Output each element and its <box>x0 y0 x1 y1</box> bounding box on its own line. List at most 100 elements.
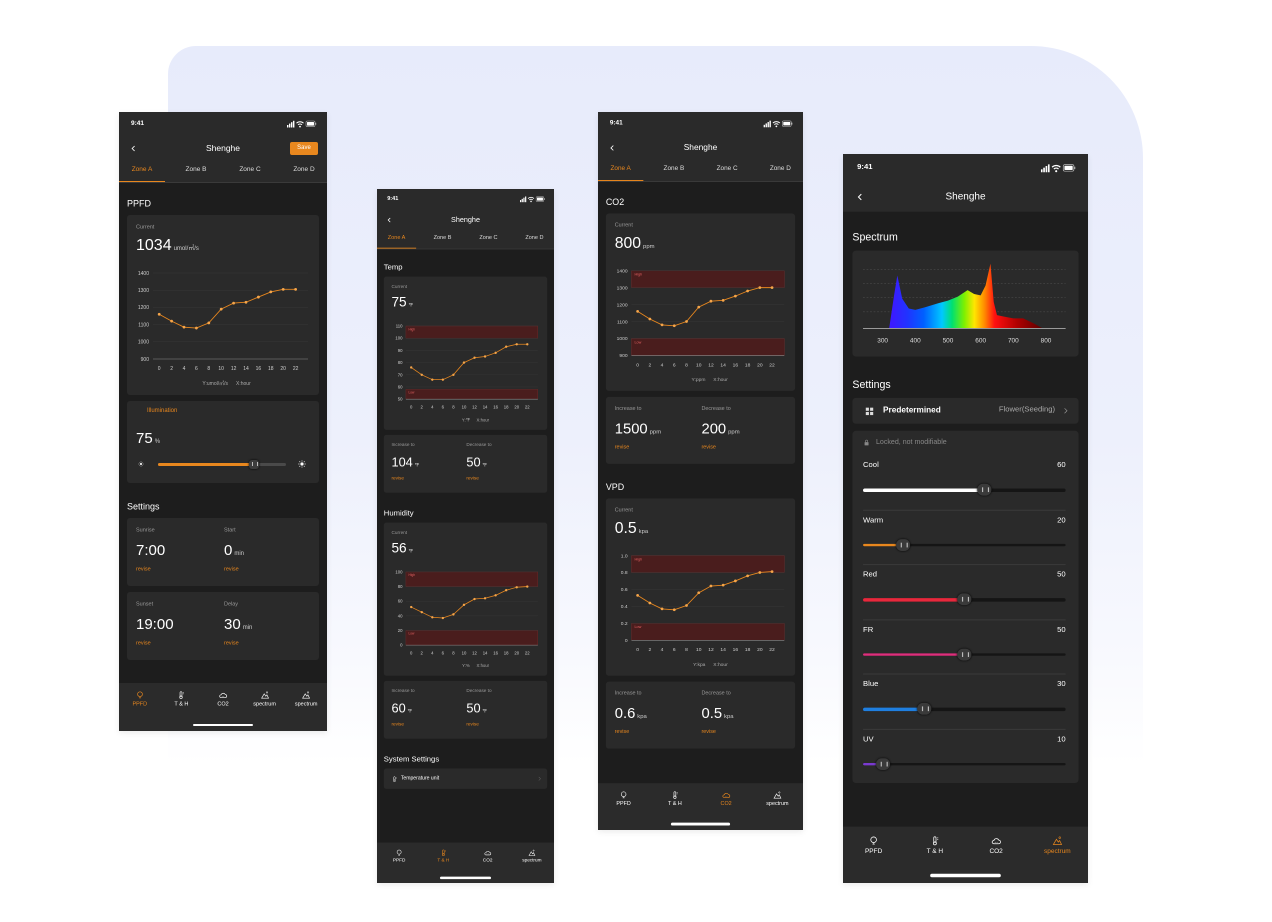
nav-label[interactable]: spectrum <box>766 800 789 807</box>
slider-thumb[interactable] <box>876 757 891 770</box>
back-button[interactable] <box>130 145 137 152</box>
nav-label[interactable]: PPFD <box>392 857 406 863</box>
y-axis-label: Y:% <box>462 663 470 668</box>
revise-link[interactable]: revise <box>224 566 239 573</box>
nav-icon[interactable] <box>440 849 447 856</box>
icon-part <box>996 841 998 843</box>
zone-tab[interactable]: Zone C <box>479 234 498 241</box>
zone-tab[interactable]: Zone D <box>769 164 791 172</box>
nav-icon[interactable] <box>930 836 939 846</box>
slider-thumb[interactable] <box>977 484 992 496</box>
save-button[interactable]: Save <box>290 141 318 155</box>
x-tick-label: 18 <box>268 366 274 372</box>
icon-part <box>303 465 305 467</box>
slider-thumb[interactable] <box>916 703 931 715</box>
zone-tab[interactable]: Zone D <box>525 234 544 241</box>
nav-icon[interactable] <box>991 836 1001 845</box>
nav-label[interactable]: T & H <box>437 857 450 863</box>
revise-link[interactable]: revise <box>614 444 630 451</box>
data-point <box>195 326 198 330</box>
revise-link[interactable]: revise <box>391 721 404 728</box>
nav-icon[interactable] <box>177 691 185 699</box>
nav-label[interactable]: spectrum <box>1044 847 1071 856</box>
nav-icon[interactable] <box>302 691 311 699</box>
nav-label[interactable]: spectrum <box>294 701 318 708</box>
nav-label[interactable]: spectrum <box>522 857 542 863</box>
limit-band <box>631 555 785 573</box>
slider-thumb[interactable] <box>957 593 972 606</box>
revise-link[interactable]: revise <box>614 729 630 736</box>
back-button[interactable] <box>386 217 392 223</box>
slider-thumb[interactable] <box>957 648 972 661</box>
nav-label[interactable]: T & H <box>174 701 189 708</box>
slider-thumb[interactable] <box>896 538 911 551</box>
nav-label[interactable]: PPFD <box>132 701 148 708</box>
x-tick-label: 2 <box>648 647 651 653</box>
row-card[interactable]: Temperature unit <box>383 768 548 789</box>
data-point <box>672 324 676 328</box>
thumb-grip <box>961 597 970 602</box>
data-point <box>157 312 161 316</box>
nav-label[interactable]: T & H <box>926 847 944 856</box>
line-chart: High Low 0 20 40 60 80 100 0 2 4 6 8 10 12 14 16 18 20 22 Y:… <box>395 569 539 668</box>
icon-part <box>307 691 310 694</box>
field-label: Delay <box>224 601 239 608</box>
y-tick-label: 110 <box>396 324 403 329</box>
zone-tab[interactable]: Zone B <box>663 164 685 172</box>
revise-link[interactable]: revise <box>701 729 716 736</box>
zone-tab[interactable]: Zone C <box>239 165 261 173</box>
channel-value: 10 <box>1057 734 1066 744</box>
back-button[interactable] <box>608 144 615 151</box>
select-card[interactable]: Predetermined Flower(Seeding) <box>852 397 1079 424</box>
zone-tab[interactable]: Zone D <box>293 165 315 173</box>
line-chart: High Low 0 0.2 0.4 0.6 0.8 1.0 0 2 4 6 8 10 12 14 16 18 20… <box>621 553 785 668</box>
nav-icon[interactable] <box>773 791 782 799</box>
nav-label[interactable]: spectrum <box>253 701 276 708</box>
nav-icon[interactable] <box>219 691 228 699</box>
revise-link[interactable]: revise <box>224 640 239 647</box>
zone-tab[interactable]: Zone C <box>716 164 738 172</box>
icon-part <box>1045 166 1048 173</box>
save-label[interactable]: Save <box>297 145 311 151</box>
nav-icon[interactable] <box>1052 836 1063 845</box>
back-button[interactable] <box>855 192 863 200</box>
nav-label[interactable]: T & H <box>667 800 682 807</box>
nav-label[interactable]: CO2 <box>989 847 1003 856</box>
nav-icon[interactable] <box>671 790 679 799</box>
nav-icon[interactable] <box>528 849 536 856</box>
zone-tab[interactable]: Zone A <box>387 234 406 241</box>
nav-icon[interactable] <box>722 791 731 799</box>
revise-link[interactable]: revise <box>466 721 479 728</box>
y-tick-label: 20 <box>398 628 403 633</box>
zone-tab[interactable]: Zone B <box>433 234 452 241</box>
reading-value: 0 <box>224 542 233 559</box>
revise-link[interactable]: revise <box>701 444 716 451</box>
slider-thumb[interactable] <box>249 459 259 469</box>
nav-label[interactable]: CO2 <box>720 800 732 807</box>
zone-tab[interactable]: Zone B <box>185 165 207 173</box>
nav-label[interactable]: CO2 <box>217 701 229 708</box>
icon-part <box>1047 164 1050 173</box>
nav-label[interactable]: PPFD <box>616 800 631 807</box>
nav-icon[interactable] <box>869 836 878 845</box>
nav-icon[interactable] <box>484 849 492 856</box>
icon-part <box>299 461 301 463</box>
phone-screen: 9:41 Shenghe Spectrum 300 400 500 600 700 800 Set… <box>843 154 1088 883</box>
slider-fill <box>863 762 884 766</box>
revise-link[interactable]: revise <box>136 566 151 573</box>
nav-icon[interactable] <box>260 691 269 699</box>
nav-label[interactable]: PPFD <box>864 847 883 856</box>
revise-link[interactable]: revise <box>391 475 404 482</box>
nav-icon[interactable] <box>136 691 144 699</box>
revise-link[interactable]: revise <box>136 640 151 647</box>
reading: 1500 ppm <box>615 421 661 437</box>
zone-tab[interactable]: Zone A <box>131 165 153 173</box>
nav-icon[interactable] <box>396 849 403 856</box>
zone-tab[interactable]: Zone A <box>610 164 631 172</box>
x-tick-label: 14 <box>720 362 726 368</box>
slider-fill <box>863 652 965 656</box>
reading-value: 50 <box>466 701 481 716</box>
nav-label[interactable]: CO2 <box>482 857 493 863</box>
nav-icon[interactable] <box>620 791 628 799</box>
revise-link[interactable]: revise <box>466 475 479 482</box>
